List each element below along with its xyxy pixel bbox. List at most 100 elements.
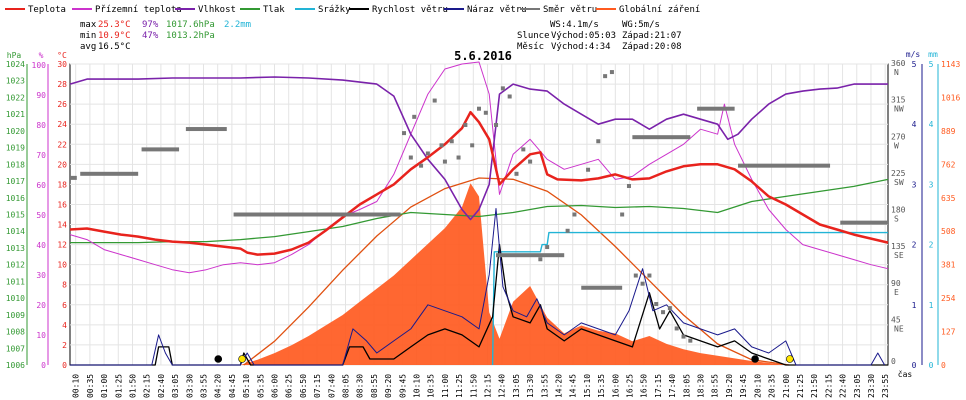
stat-max-label: max [80,20,97,30]
pressure-tick: 1019 [6,144,25,153]
pressure-tick: 1013 [6,244,25,253]
wind-direction-series [70,70,888,343]
direction-tick: 45 [891,315,901,324]
time-tick: 16:00 [611,374,620,398]
direction-tick-label: E [894,288,899,297]
direction-tick-label: N [894,68,899,77]
day-marker [751,355,759,363]
legend-label: Náraz větru [467,5,527,15]
time-tick: 18:30 [697,374,706,398]
wind-direction-point [419,163,424,168]
time-tick: 23:05 [853,374,862,398]
wind-direction-point [626,184,631,189]
time-tick: 07:40 [327,374,336,398]
wind-direction-segment [738,163,831,168]
time-tick: 06:50 [299,374,308,398]
stats-panel: max 25.3°C 97% 1017.6hPa 2.2mm min 10.9°… [80,20,251,52]
humidity-tick: 10 [36,331,46,340]
chart-title: 5.6.2016 [454,49,512,63]
day-marker [238,355,246,363]
time-tick: 13:30 [526,374,535,398]
wind-direction-point [514,171,519,176]
direction-tick-label: W [894,141,899,150]
temp-tick: 6 [62,301,67,310]
stat-avg-temp: 16.5°C [98,42,131,52]
wind-tick: 0 [912,361,917,370]
time-tick: 20:10 [753,374,762,398]
humidity-tick: 30 [36,271,46,280]
temp-tick: 0 [62,361,67,370]
time-tick: 05:10 [242,374,251,398]
pressure-tick: 1010 [6,294,25,303]
rain-tick: 3 [929,180,934,189]
time-tick: 16:50 [640,374,649,398]
time-tick: 08:30 [356,374,365,398]
direction-tick-label: NE [894,324,904,333]
direction-tick: 270 [891,132,906,141]
wind-direction-point [483,110,488,115]
direction-tick: 315 [891,96,906,105]
time-tick: 09:45 [398,374,407,398]
direction-tick: 135 [891,242,906,251]
time-tick: 21:00 [782,374,791,398]
radiation-area [240,183,786,365]
sunrise: Východ:05:03 [551,31,616,41]
time-tick: 18:55 [711,374,720,398]
wind-direction-point [470,143,475,148]
time-tick: 13:05 [512,374,521,398]
legend-label: Teplota [28,5,66,15]
legend-label: Vlhkost [198,5,236,15]
wind-direction-segment [233,212,401,217]
stat-max-hum: 97% [142,20,159,30]
pressure-tick: 1022 [6,93,25,102]
humidity-tick: 40 [36,241,46,250]
time-tick: 11:00 [441,374,450,398]
humidity-tick: 50 [36,211,46,220]
wind-direction-point [603,74,608,79]
wind-direction-point [439,143,444,148]
wind-direction-point [477,106,481,111]
time-tick: 00:35 [86,374,95,398]
legend: Teplota Přízemní teplota Vlhkost Tlak Srážky… [5,5,700,15]
wind-direction-point [432,98,437,103]
time-tick: 11:25 [455,374,464,398]
radiation-tick: 381 [941,261,956,270]
left-axis-unit: % [39,51,44,60]
wind-direction-point [545,245,550,250]
time-tick: 16:25 [626,374,635,398]
time-tick: 14:45 [569,374,578,398]
humidity-tick: 20 [36,301,46,310]
day-marker [786,355,794,363]
pressure-tick: 1009 [6,311,25,320]
time-tick: 07:15 [313,374,322,398]
wind-gust-line [70,208,886,366]
pressure-tick: 1017 [6,177,25,186]
wind-direction-point [425,151,430,156]
radiation-tick: 508 [941,227,956,236]
time-tick: 18:05 [682,374,691,398]
stat-min-label: min [80,31,96,41]
humidity-line [69,76,888,221]
time-tick: 19:20 [725,374,734,398]
wind-gust-info: WG:5m/s [622,20,660,30]
time-tick: 03:05 [171,374,180,398]
time-tick: 15:35 [597,374,606,398]
time-tick: 06:00 [271,374,280,398]
direction-tick-label: NW [894,105,904,114]
pressure-tick: 1015 [6,211,25,220]
pressure-tick: 1021 [6,110,25,119]
time-tick: 10:35 [427,374,436,398]
wind-tick: 4 [912,120,917,129]
wind-direction-point [521,147,526,152]
wind-direction-segment [840,220,888,225]
wind-direction-segment [70,175,77,180]
wind-tick: 2 [912,241,917,250]
legend-label: Rychlost větru [372,5,448,15]
wind-direction-point [640,281,645,286]
wind-direction-point [402,131,407,136]
legend-label: Směr větru [543,5,597,15]
pressure-tick: 1011 [6,277,25,286]
wind-direction-point [620,212,625,217]
rain-tick: 4 [929,120,934,129]
